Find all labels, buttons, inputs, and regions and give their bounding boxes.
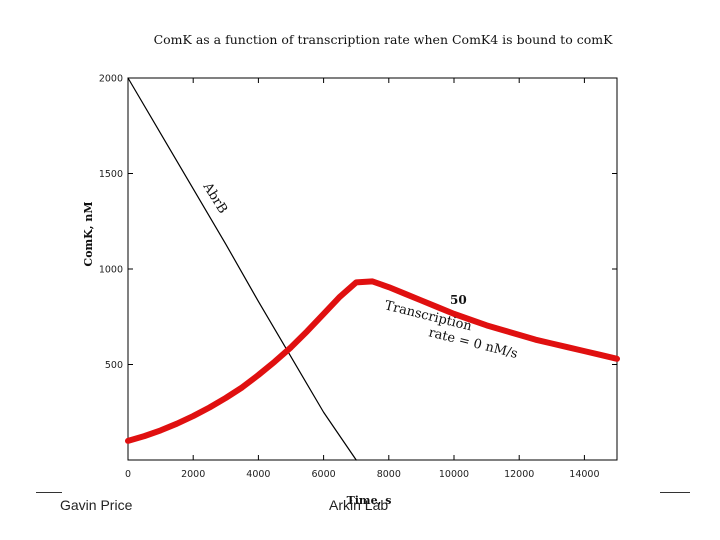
rate-50-label: 50 — [450, 293, 467, 307]
y-axis-label: ComK, nM — [82, 201, 95, 266]
x-tick-label: 10000 — [439, 469, 469, 480]
plot-frame — [127, 77, 618, 461]
x-axis-label: Time, s — [347, 494, 392, 507]
y-axis: 500 1000 1500 2000 — [99, 74, 617, 371]
footer-rule-left — [36, 492, 62, 493]
chart-title: ComK as a function of transcription rate… — [154, 32, 613, 47]
x-tick-label: 2000 — [181, 469, 205, 480]
footer-lab: Arkin Lab — [329, 497, 389, 513]
footer-rule-right — [660, 492, 690, 493]
abrb-series-line — [127, 77, 357, 461]
x-tick-label: 8000 — [377, 469, 401, 480]
series-layer — [125, 77, 620, 461]
abrb-curve-label: AbrB — [199, 179, 230, 216]
x-tick-label: 0 — [125, 469, 131, 480]
y-tick-label: 1000 — [99, 265, 123, 276]
comk-series-line — [125, 278, 620, 444]
y-tick-label: 2000 — [99, 74, 123, 85]
x-tick-label: 12000 — [504, 469, 534, 480]
x-tick-label: 6000 — [312, 469, 336, 480]
x-axis: 0 2000 4000 6000 8000 10000 12000 14000 — [125, 78, 600, 480]
y-tick-label: 1500 — [99, 169, 123, 180]
plot-border — [127, 77, 618, 461]
x-tick-label: 4000 — [246, 469, 270, 480]
footer-author: Gavin Price — [60, 497, 133, 513]
x-tick-label: 14000 — [569, 469, 599, 480]
y-tick-label: 500 — [105, 360, 123, 371]
